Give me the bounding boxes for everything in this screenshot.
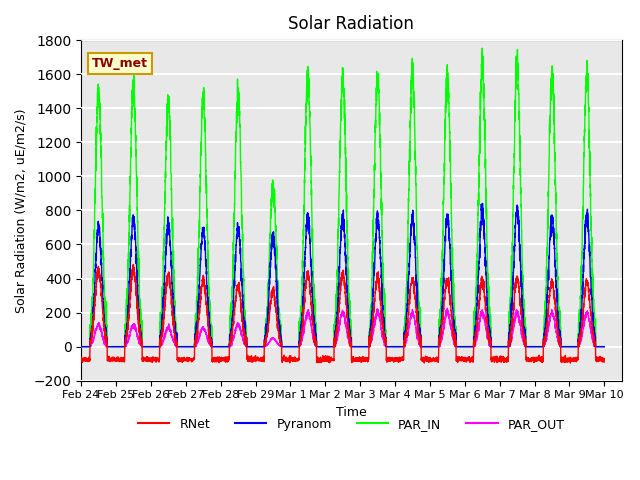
PAR_IN [460,344,467,349]
RNet [490,357,497,363]
PAR_IN [479,45,486,51]
Pyranom [323,344,331,349]
Title: Solar Radiation: Solar Radiation [289,15,414,33]
Pyranom [600,344,608,349]
PAR_IN [490,344,497,349]
PAR_IN [323,344,331,349]
PAR_OUT [490,344,497,349]
Pyranom [172,325,179,331]
PAR_OUT [600,344,607,349]
RNet [420,360,428,366]
PAR_OUT [600,344,608,349]
PAR_IN [600,344,608,349]
PAR_IN [77,344,85,349]
RNet [172,338,179,344]
Line: Pyranom: Pyranom [81,204,604,347]
RNet [77,355,85,361]
Legend: RNet, Pyranom, PAR_IN, PAR_OUT: RNet, Pyranom, PAR_IN, PAR_OUT [133,413,570,436]
RNet [600,359,608,365]
X-axis label: Time: Time [336,406,367,419]
PAR_IN [431,344,438,349]
Line: PAR_IN: PAR_IN [81,48,604,347]
Pyranom [490,344,497,349]
RNet [460,355,468,360]
Pyranom [431,344,438,349]
Pyranom [479,201,486,206]
PAR_IN [600,344,607,349]
RNet [431,357,439,363]
PAR_OUT [172,339,179,345]
RNet [130,262,138,267]
Pyranom [460,344,467,349]
RNet [600,356,607,361]
RNet [323,357,331,362]
Text: TW_met: TW_met [92,57,148,70]
PAR_IN [172,318,179,324]
PAR_OUT [460,344,468,349]
Line: PAR_OUT: PAR_OUT [81,308,604,347]
PAR_OUT [77,344,85,349]
Y-axis label: Solar Radiation (W/m2, uE/m2/s): Solar Radiation (W/m2, uE/m2/s) [15,108,28,312]
Pyranom [600,344,607,349]
PAR_OUT [444,305,451,311]
Line: RNet: RNet [81,264,604,363]
PAR_OUT [323,344,331,349]
PAR_OUT [431,344,438,349]
Pyranom [77,344,85,349]
